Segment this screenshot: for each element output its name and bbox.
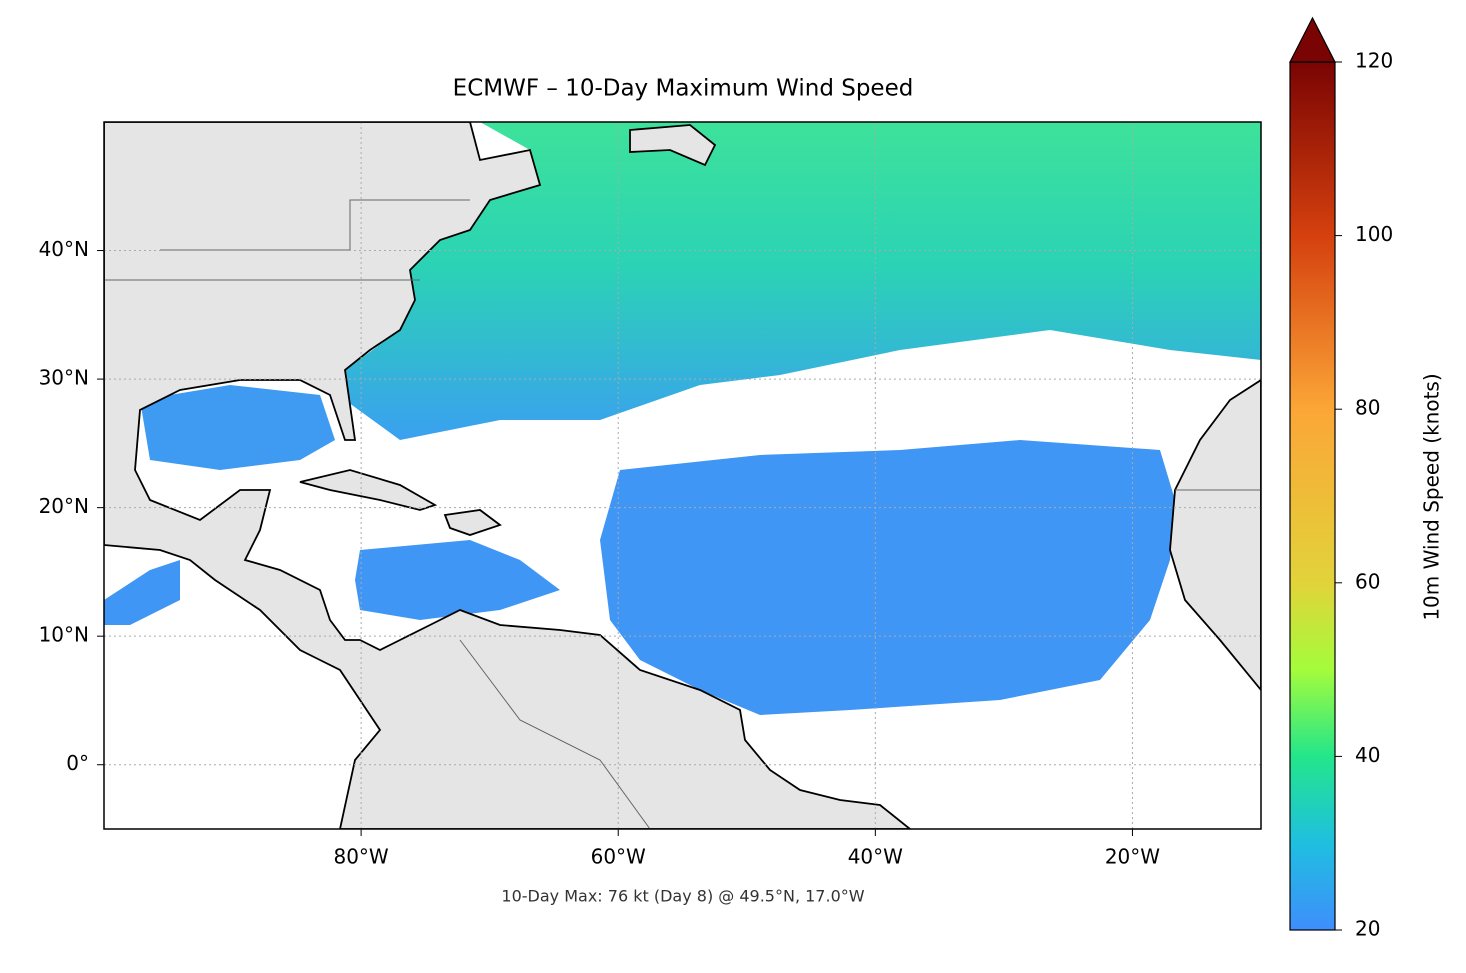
wind-field-north bbox=[345, 122, 1261, 440]
colorbar-tick-label: 120 bbox=[1355, 49, 1393, 73]
chart-title: ECMWF – 10-Day Maximum Wind Speed bbox=[453, 76, 914, 102]
x-tick-label: 80°W bbox=[333, 845, 388, 869]
x-tick-label: 20°W bbox=[1105, 845, 1160, 869]
colorbar-tick-label: 80 bbox=[1355, 396, 1380, 420]
land-hispaniola bbox=[443, 509, 502, 536]
land-cuba bbox=[299, 469, 438, 511]
colorbar-extension bbox=[1289, 16, 1336, 63]
land-africa bbox=[1169, 378, 1261, 692]
x-tick-label: 60°W bbox=[591, 845, 646, 869]
annotation: 10-Day Max: 76 kt (Day 8) @ 49.5°N, 17.0… bbox=[501, 887, 864, 906]
y-tick-label: 0° bbox=[66, 751, 89, 775]
colorbar-tick-label: 20 bbox=[1355, 917, 1380, 941]
y-tick-label: 10°N bbox=[39, 623, 89, 647]
country-borders bbox=[160, 199, 470, 251]
wind-field-south bbox=[600, 440, 1175, 715]
wind-field-gulf bbox=[140, 385, 335, 470]
colorbar-tick-label: 100 bbox=[1355, 222, 1393, 246]
colorbar-label: 10m Wind Speed (knots) bbox=[1420, 373, 1444, 620]
land-newfoundland bbox=[629, 124, 717, 167]
land-americas bbox=[104, 122, 912, 829]
x-tick-label: 40°W bbox=[848, 845, 903, 869]
y-tick-label: 40°N bbox=[39, 237, 89, 261]
colorbar bbox=[1290, 62, 1335, 930]
wind-field-caribbean-sea bbox=[104, 560, 180, 625]
colorbar-frame bbox=[1289, 61, 1336, 931]
y-tick-label: 20°N bbox=[39, 494, 89, 518]
y-tick-label: 30°N bbox=[39, 366, 89, 390]
axes-frame bbox=[103, 121, 1262, 830]
wind-field-caribbean bbox=[355, 540, 560, 620]
map bbox=[104, 122, 1261, 829]
country-borders-sa bbox=[459, 639, 651, 829]
colorbar-tick-label: 40 bbox=[1355, 743, 1380, 767]
colorbar-tick-label: 60 bbox=[1355, 569, 1380, 593]
